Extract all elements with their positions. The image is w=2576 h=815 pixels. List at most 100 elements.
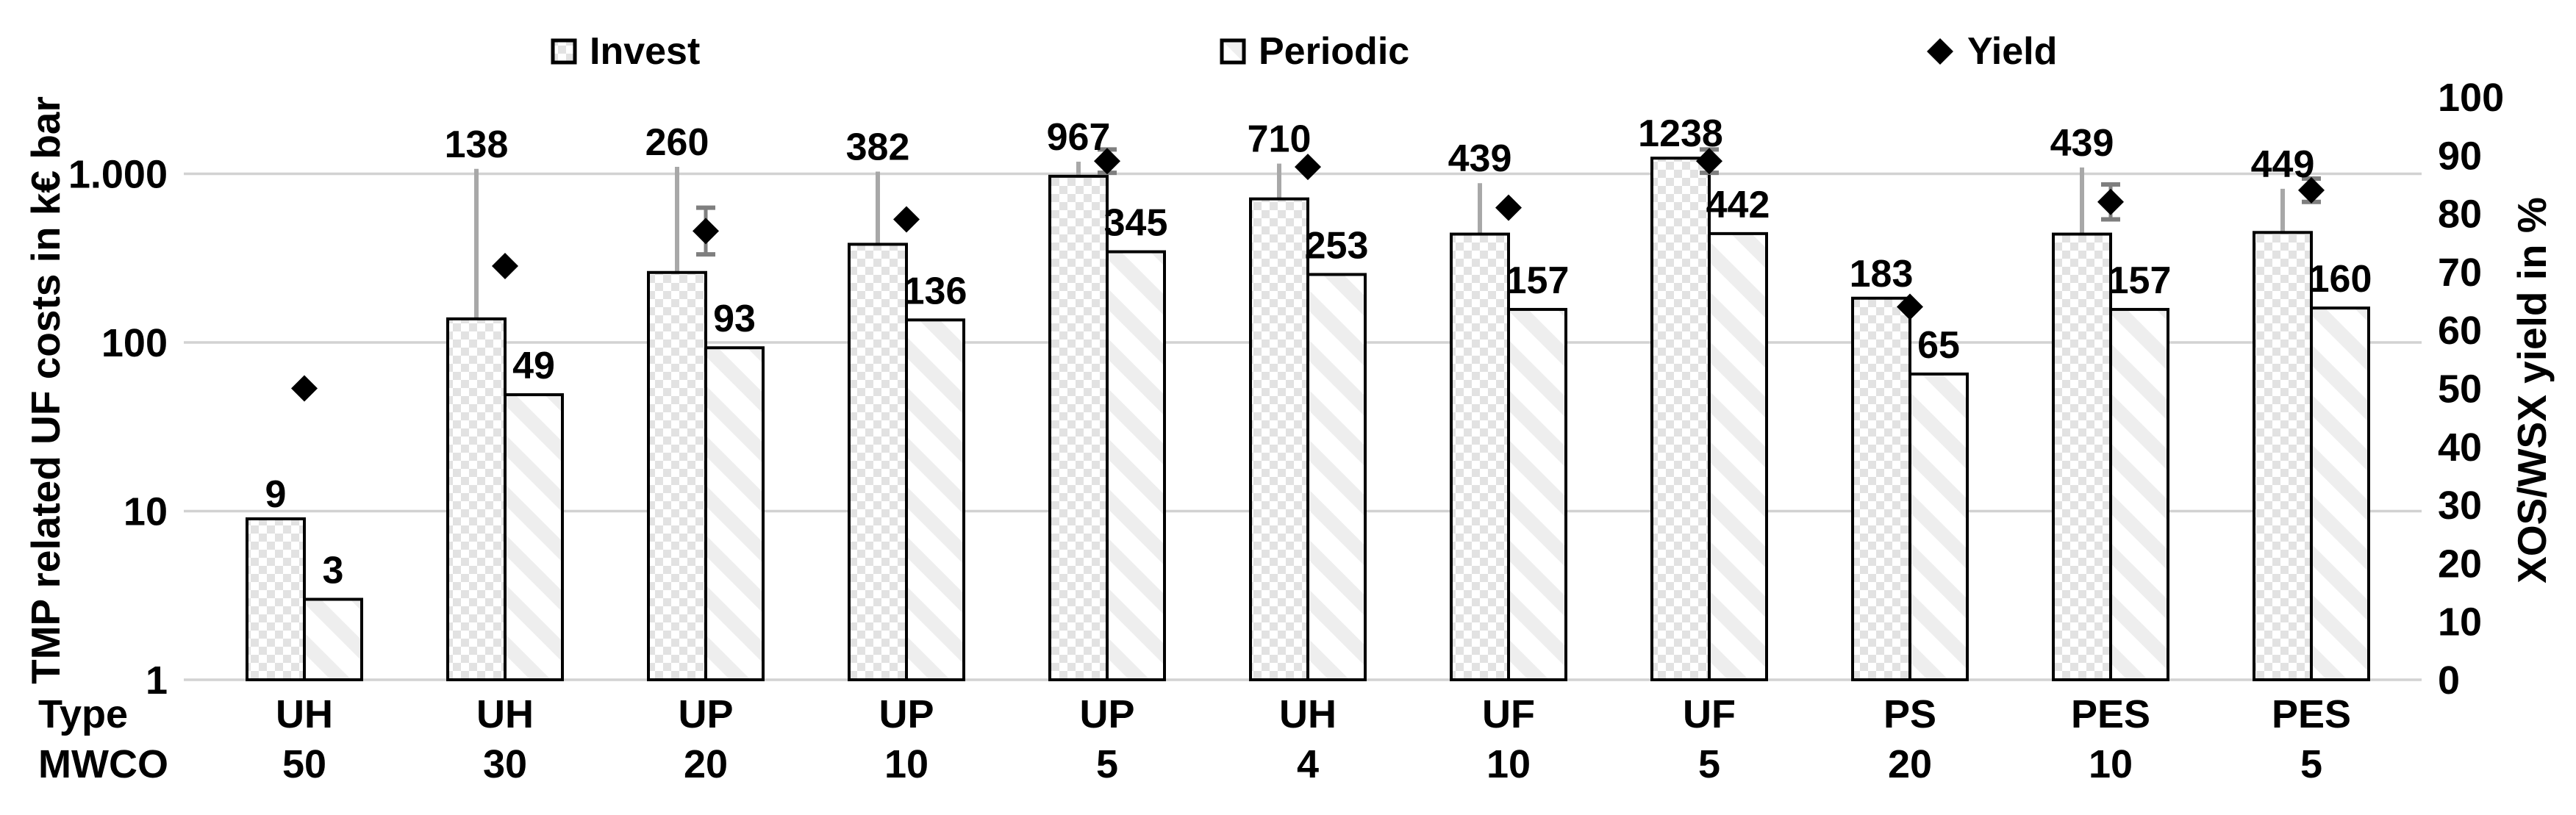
periodic-bar — [1708, 231, 1768, 681]
left-axis-tick-label: 100 — [101, 321, 168, 365]
invest-swatch-icon — [551, 38, 577, 65]
periodic-bar — [704, 346, 765, 681]
periodic-value-label: 49 — [512, 345, 555, 387]
type-label: UH — [476, 692, 534, 736]
right-axis-tick-label: 10 — [2438, 600, 2482, 645]
yield-marker — [2298, 176, 2325, 204]
yield-marker — [2097, 188, 2124, 215]
right-axis-tick-label: 90 — [2438, 134, 2482, 178]
periodic-value-label: 65 — [1917, 324, 1960, 367]
mwco-label: 20 — [684, 742, 728, 786]
periodic-value-label: 442 — [1706, 184, 1770, 226]
legend-item-invest: Invest — [550, 32, 700, 71]
type-label: UP — [678, 692, 733, 736]
type-label: UF — [1482, 692, 1535, 736]
yield-marker — [1696, 148, 1722, 175]
mwco-label: 10 — [884, 742, 929, 786]
row-header-type: Type — [38, 692, 129, 736]
invest-bar — [848, 243, 908, 682]
row-header-mwco: MWCO — [38, 742, 168, 786]
left-axis-tick-label: 10 — [124, 490, 168, 534]
right-axis-tick-label: 80 — [2438, 193, 2482, 237]
type-label: UP — [1079, 692, 1134, 736]
periodic-value-label: 157 — [1506, 259, 1570, 302]
invest-value-label: 260 — [645, 121, 709, 164]
yield-marker — [291, 375, 318, 402]
periodic-value-label: 253 — [1305, 224, 1369, 267]
right-axis-tick-label: 30 — [2438, 484, 2482, 528]
left-axis-tick-label: 1 — [146, 658, 168, 703]
invest-value-label: 439 — [1448, 137, 1512, 180]
mwco-label: 5 — [2300, 742, 2322, 786]
periodic-swatch-icon — [1220, 38, 1246, 65]
periodic-bar — [1306, 273, 1367, 681]
yield-marker — [1094, 148, 1120, 175]
invest-value-label: 710 — [1248, 118, 1312, 161]
right-axis-tick-label: 70 — [2438, 251, 2482, 295]
yield-diamond-icon — [1927, 38, 1953, 65]
invest-value-label: 449 — [2251, 143, 2315, 186]
periodic-bar — [2310, 306, 2370, 681]
invest-bar — [1249, 197, 1309, 681]
periodic-value-label: 3 — [323, 550, 344, 592]
invest-bar — [2253, 231, 2313, 682]
right-axis-tick-label: 100 — [2438, 76, 2504, 120]
periodic-value-label: 157 — [2108, 259, 2172, 302]
mwco-label: 10 — [1486, 742, 1531, 786]
invest-value-label: 9 — [265, 473, 287, 516]
invest-bar — [647, 270, 707, 681]
periodic-value-label: 136 — [904, 270, 967, 312]
periodic-bar — [1908, 372, 1969, 681]
periodic-bar — [303, 597, 363, 681]
invest-bar — [446, 317, 507, 681]
periodic-bar — [2109, 308, 2169, 681]
type-label: PES — [2272, 692, 2351, 736]
yield-marker — [893, 206, 920, 233]
type-label: UH — [276, 692, 333, 736]
mwco-label: 30 — [483, 742, 527, 786]
type-label: UF — [1683, 692, 1736, 736]
left-axis-title: TMP related UF costs in k€ bar — [23, 96, 68, 684]
yield-marker — [693, 218, 719, 245]
invest-bar — [246, 517, 306, 681]
periodic-bar — [1106, 250, 1166, 682]
invest-value-label: 138 — [445, 123, 509, 166]
right-axis-tick-label: 20 — [2438, 542, 2482, 586]
invest-bar — [1851, 296, 1911, 682]
type-label: UH — [1279, 692, 1337, 736]
invest-bar — [1048, 174, 1109, 682]
periodic-bar — [905, 318, 965, 681]
invest-bar — [2052, 232, 2112, 681]
legend-label-yield: Yield — [1967, 30, 2058, 73]
invest-value-label: 439 — [2050, 122, 2114, 165]
left-axis-tick-label: 1.000 — [68, 153, 168, 197]
right-axis-tick-label: 60 — [2438, 309, 2482, 353]
invest-value-label: 382 — [846, 126, 910, 169]
mwco-label: 5 — [1698, 742, 1720, 786]
legend-label-invest: Invest — [590, 30, 701, 73]
periodic-value-label: 345 — [1104, 202, 1168, 245]
invest-value-label: 967 — [1047, 116, 1111, 159]
periodic-bar — [1507, 308, 1567, 681]
yield-marker — [492, 252, 518, 279]
mwco-label: 5 — [1096, 742, 1118, 786]
invest-bar — [1450, 232, 1510, 681]
type-label: UP — [879, 692, 934, 736]
right-axis-tick-label: 40 — [2438, 426, 2482, 470]
yield-marker — [1495, 194, 1522, 221]
mwco-label: 20 — [1888, 742, 1932, 786]
legend-label-periodic: Periodic — [1259, 30, 1410, 73]
yield-marker — [1295, 154, 1321, 181]
type-label: PS — [1883, 692, 1936, 736]
invest-value-label: 183 — [1850, 253, 1914, 295]
invest-value-label: 1238 — [1638, 112, 1723, 155]
periodic-bar — [504, 393, 564, 681]
yield-marker — [1897, 293, 1923, 320]
mwco-label: 10 — [2089, 742, 2133, 786]
right-axis-tick-label: 0 — [2438, 658, 2460, 703]
right-axis-title: XOS/WSX yield in % — [2509, 197, 2555, 584]
legend-item-periodic: Periodic — [1219, 32, 1409, 71]
mwco-label: 4 — [1297, 742, 1319, 786]
